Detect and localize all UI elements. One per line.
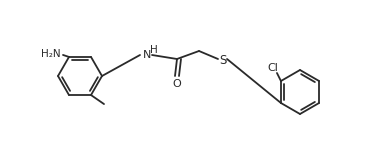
Text: S: S: [219, 55, 227, 67]
Text: Cl: Cl: [267, 63, 278, 73]
Text: N: N: [143, 50, 151, 60]
Text: H: H: [150, 45, 158, 55]
Text: O: O: [173, 79, 182, 89]
Text: H₂N: H₂N: [41, 49, 61, 59]
